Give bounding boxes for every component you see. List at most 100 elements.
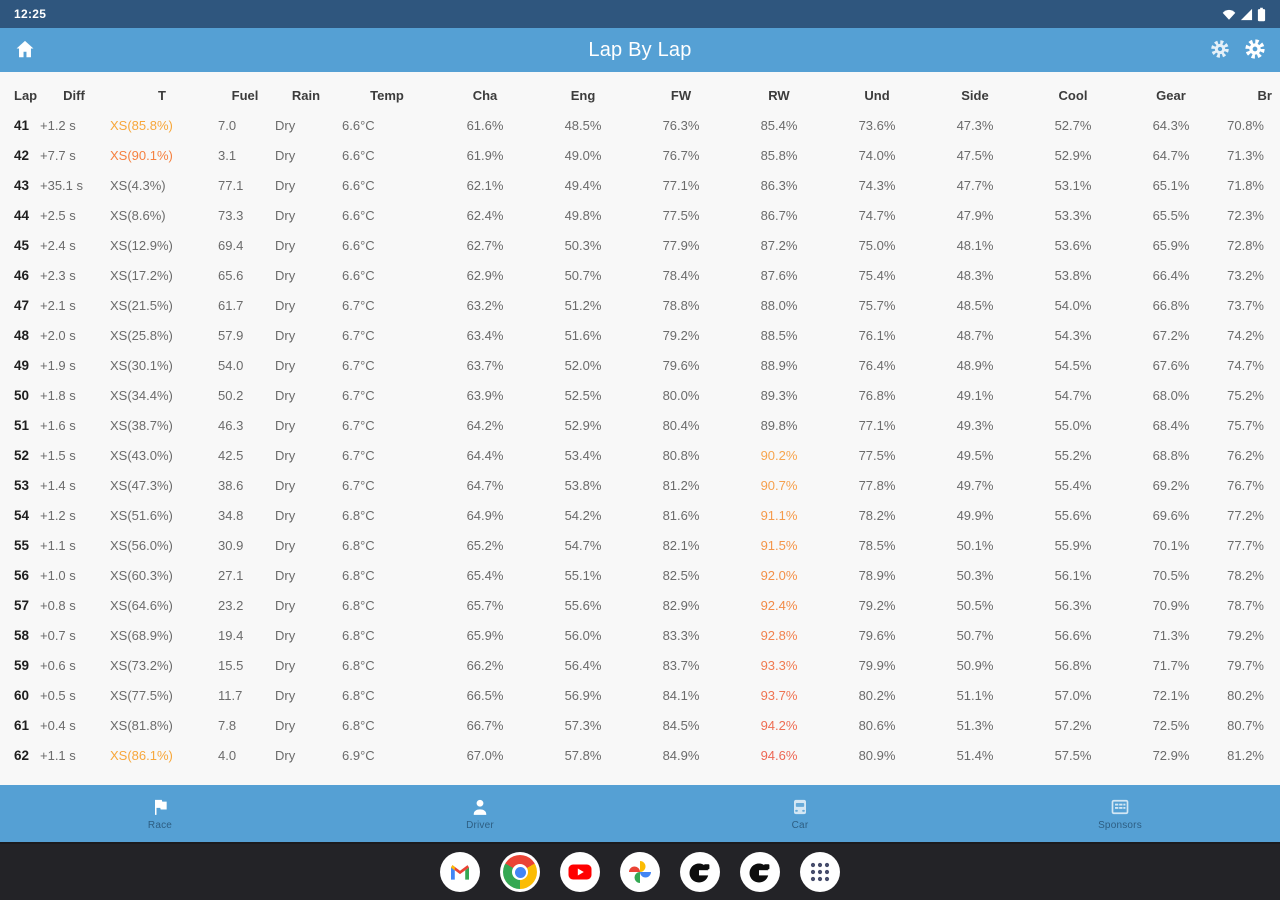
nav-item-car[interactable]: Car [640, 785, 960, 842]
cell-und: 78.9% [858, 567, 896, 583]
table-row[interactable]: 41 +1.2 s XS(85.8%) 7.0 Dry 6.6°C 61.6% 48.5% 76… [0, 110, 1280, 140]
game-app-icon[interactable] [680, 852, 720, 892]
table-row[interactable]: 59 +0.6 s XS(73.2%) 15.5 Dry 6.8°C 66.2% 56.4% 8… [0, 650, 1280, 680]
table-row[interactable]: 55 +1.1 s XS(56.0%) 30.9 Dry 6.8°C 65.2% 54.7% 8… [0, 530, 1280, 560]
cell-fw: 84.1% [662, 687, 700, 703]
cell-eng: 51.6% [564, 327, 602, 343]
cell-cha: 62.1% [466, 177, 504, 193]
cell-cool: 55.6% [1054, 507, 1092, 523]
cell-rain: Dry [275, 597, 296, 613]
cell-temp: 6.8°C [342, 627, 375, 643]
table-row[interactable]: 62 +1.1 s XS(86.1%) 4.0 Dry 6.9°C 67.0% 57.8% 84… [0, 740, 1280, 770]
cell-und: 76.1% [858, 327, 896, 343]
cell-cha: 65.7% [466, 597, 504, 613]
cell-lap: 52 [14, 447, 30, 463]
settings-button[interactable] [1244, 38, 1266, 63]
cell-fw: 81.2% [662, 477, 700, 493]
column-header-eng: Eng [570, 87, 596, 103]
gmail-icon[interactable] [440, 852, 480, 892]
cell-rw: 85.8% [760, 147, 798, 163]
chrome-icon[interactable] [500, 852, 540, 892]
cell-rw: 91.5% [760, 537, 798, 553]
cell-lap: 50 [14, 387, 30, 403]
table-row[interactable]: 57 +0.8 s XS(64.6%) 23.2 Dry 6.8°C 65.7% 55.6% 8… [0, 590, 1280, 620]
cell-temp: 6.6°C [342, 237, 375, 253]
home-button[interactable] [14, 38, 36, 63]
table-row[interactable]: 45 +2.4 s XS(12.9%) 69.4 Dry 6.6°C 62.7% 50.3% 7… [0, 230, 1280, 260]
cell-und: 77.1% [858, 417, 896, 433]
table-row[interactable]: 48 +2.0 s XS(25.8%) 57.9 Dry 6.7°C 63.4% 51.6% 7… [0, 320, 1280, 350]
cell-eng: 57.3% [564, 717, 602, 733]
cell-fw: 80.8% [662, 447, 700, 463]
cell-fw: 76.3% [662, 117, 700, 133]
table-row[interactable]: 49 +1.9 s XS(30.1%) 54.0 Dry 6.7°C 63.7% 52.0% 7… [0, 350, 1280, 380]
cell-cool: 55.2% [1054, 447, 1092, 463]
table-row[interactable]: 52 +1.5 s XS(43.0%) 42.5 Dry 6.7°C 64.4% 53.4% 8… [0, 440, 1280, 470]
cell-t: XS(90.1%) [110, 147, 173, 163]
cell-side: 50.5% [956, 597, 994, 613]
cell-temp: 6.6°C [342, 207, 375, 223]
cell-rw: 87.6% [760, 267, 798, 283]
table-row[interactable]: 56 +1.0 s XS(60.3%) 27.1 Dry 6.8°C 65.4% 55.1% 8… [0, 560, 1280, 590]
table-row[interactable]: 60 +0.5 s XS(77.5%) 11.7 Dry 6.8°C 66.5% 56.9% 8… [0, 680, 1280, 710]
photos-icon[interactable] [620, 852, 660, 892]
cell-rain: Dry [275, 147, 296, 163]
table-row[interactable]: 42 +7.7 s XS(90.1%) 3.1 Dry 6.6°C 61.9% 49.0% 76… [0, 140, 1280, 170]
cell-side: 49.7% [956, 477, 994, 493]
cell-rw: 86.7% [760, 207, 798, 223]
cell-t: XS(64.6%) [110, 597, 173, 613]
table-row[interactable]: 54 +1.2 s XS(51.6%) 34.8 Dry 6.8°C 64.9% 54.2% 8… [0, 500, 1280, 530]
cell-temp: 6.8°C [342, 597, 375, 613]
cell-diff: +1.0 s [40, 567, 76, 583]
cell-fuel: 7.0 [218, 117, 237, 133]
taskbar [0, 842, 1280, 900]
cell-fuel: 61.7 [218, 297, 244, 313]
cell-fuel: 57.9 [218, 327, 244, 343]
cell-lap: 53 [14, 477, 30, 493]
table-row[interactable]: 61 +0.4 s XS(81.8%) 7.8 Dry 6.8°C 66.7% 57.3% 84… [0, 710, 1280, 740]
table-row[interactable]: 43 +35.1 s XS(4.3%) 77.1 Dry 6.6°C 62.1% 49.4% 7… [0, 170, 1280, 200]
lap-table-container[interactable]: Lap Diff T Fuel Rain Temp Cha Eng FW RW Und Side Coo… [0, 72, 1280, 785]
cell-lap: 43 [14, 177, 30, 193]
cell-gear: 67.2% [1152, 327, 1190, 343]
table-row[interactable]: 47 +2.1 s XS(21.5%) 61.7 Dry 6.7°C 63.2% 51.2% 7… [0, 290, 1280, 320]
cell-rain: Dry [275, 387, 296, 403]
settings-secondary-button[interactable] [1210, 39, 1230, 62]
cell-rain: Dry [275, 207, 296, 223]
game-app-icon[interactable] [740, 852, 780, 892]
table-row[interactable]: 58 +0.7 s XS(68.9%) 19.4 Dry 6.8°C 65.9% 56.0% 8… [0, 620, 1280, 650]
cell-cool: 53.6% [1054, 237, 1092, 253]
cell-t: XS(38.7%) [110, 417, 173, 433]
cell-t: XS(43.0%) [110, 447, 173, 463]
table-row[interactable]: 46 +2.3 s XS(17.2%) 65.6 Dry 6.6°C 62.9% 50.7% 7… [0, 260, 1280, 290]
gear-icon [1244, 38, 1266, 63]
column-header-gear: Gear [1156, 87, 1186, 103]
cell-rain: Dry [275, 537, 296, 553]
nav-item-driver[interactable]: Driver [320, 785, 640, 842]
cell-gear: 65.1% [1152, 177, 1190, 193]
cell-gear: 68.4% [1152, 417, 1190, 433]
cell-side: 48.5% [956, 297, 994, 313]
app-drawer-icon[interactable] [800, 852, 840, 892]
table-row[interactable]: 50 +1.8 s XS(34.4%) 50.2 Dry 6.7°C 63.9% 52.5% 8… [0, 380, 1280, 410]
cell-rain: Dry [275, 627, 296, 643]
cell-fuel: 15.5 [218, 657, 244, 673]
youtube-icon[interactable] [560, 852, 600, 892]
table-row[interactable]: 53 +1.4 s XS(47.3%) 38.6 Dry 6.7°C 64.7% 53.8% 8… [0, 470, 1280, 500]
cell-cha: 64.4% [466, 447, 504, 463]
cell-temp: 6.7°C [342, 327, 375, 343]
cell-temp: 6.7°C [342, 477, 375, 493]
nav-item-sponsors[interactable]: Sponsors [960, 785, 1280, 842]
cell-fuel: 42.5 [218, 447, 244, 463]
cell-t: XS(77.5%) [110, 687, 173, 703]
cell-rain: Dry [275, 417, 296, 433]
nav-label: Race [147, 819, 173, 831]
cell-eng: 51.2% [564, 297, 602, 313]
cell-fuel: 19.4 [218, 627, 244, 643]
cell-br: 75.7% [1227, 417, 1264, 433]
cell-eng: 53.4% [564, 447, 602, 463]
nav-item-race[interactable]: Race [0, 785, 320, 842]
cell-eng: 48.5% [564, 117, 602, 133]
table-row[interactable]: 51 +1.6 s XS(38.7%) 46.3 Dry 6.7°C 64.2% 52.9% 8… [0, 410, 1280, 440]
table-row[interactable]: 44 +2.5 s XS(8.6%) 73.3 Dry 6.6°C 62.4% 49.8% 77… [0, 200, 1280, 230]
